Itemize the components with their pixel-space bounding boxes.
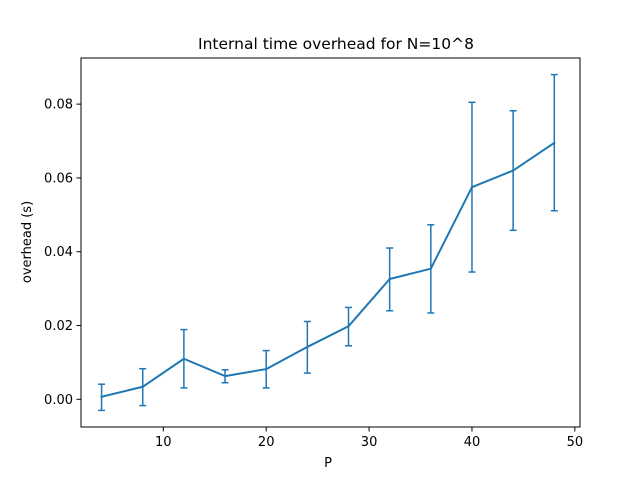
data-point — [470, 186, 473, 189]
data-point — [141, 385, 144, 388]
data-point — [512, 169, 515, 172]
x-tick-label: 50 — [567, 435, 584, 450]
plot-frame — [80, 57, 581, 428]
y-axis-label: overhead (s) — [20, 201, 35, 283]
x-tick-label: 20 — [258, 435, 275, 450]
x-tick-label: 40 — [464, 435, 481, 450]
x-tick-label: 30 — [361, 435, 378, 450]
y-tick-label: 0.06 — [44, 171, 73, 186]
y-tick-label: 0.02 — [44, 319, 73, 334]
y-tick-label: 0.00 — [44, 393, 73, 408]
data-point — [347, 325, 350, 328]
data-point — [306, 345, 309, 348]
data-point — [429, 267, 432, 270]
y-tick-label: 0.04 — [44, 245, 73, 260]
data-point — [182, 357, 185, 360]
data-point — [224, 375, 227, 378]
series-line — [100, 141, 556, 398]
y-tick-label: 0.08 — [44, 98, 73, 113]
x-tick-label: 10 — [155, 435, 172, 450]
x-axis-label: P — [324, 456, 332, 471]
plot-area: 10 20 30 40 50 0.00 0.02 0.04 0.06 0.08 — [44, 57, 584, 450]
data-point — [553, 141, 556, 144]
data-point — [100, 395, 103, 398]
data-point — [265, 368, 268, 371]
chart-title: Internal time overhead for N=10^8 — [198, 35, 474, 53]
data-point — [388, 278, 391, 281]
